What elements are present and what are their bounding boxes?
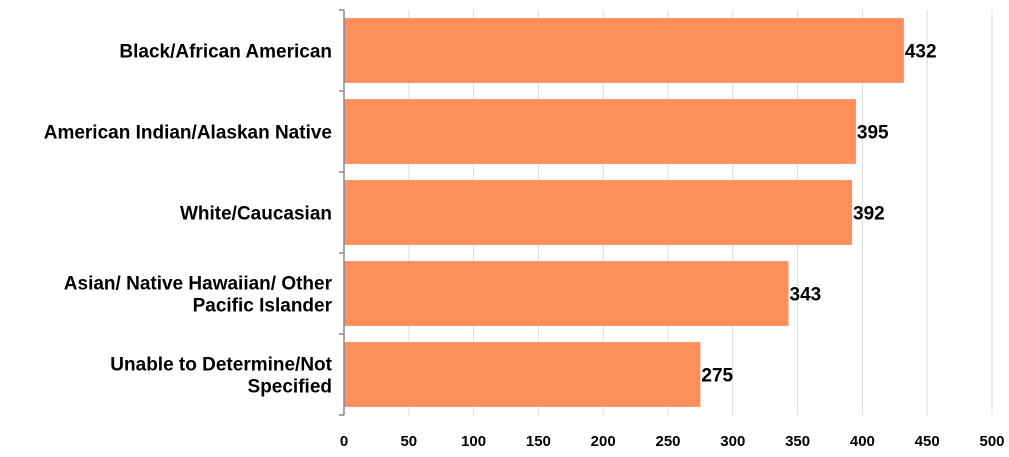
category-label-3: Asian/ Native Hawaiian/ Other Pacific Isl… xyxy=(64,274,333,317)
x-tick-label-5: 250 xyxy=(655,433,680,450)
category-label-4: Unable to Determine/Not Specified xyxy=(110,355,332,398)
data-label-2: 392 xyxy=(853,204,885,225)
data-label-1: 395 xyxy=(857,123,889,144)
x-tick-label-1: 50 xyxy=(400,433,417,450)
category-label-0: Black/African American xyxy=(119,42,332,63)
x-tick-label-9: 450 xyxy=(915,433,940,450)
data-label-0: 432 xyxy=(905,42,937,63)
x-tick-label-4: 200 xyxy=(591,433,616,450)
x-tick-label-0: 0 xyxy=(340,433,348,450)
x-tick-label-6: 300 xyxy=(720,433,745,450)
x-tick-label-10: 500 xyxy=(979,433,1004,450)
bar-0 xyxy=(344,18,904,83)
bar-4 xyxy=(344,342,701,407)
bar-3 xyxy=(344,261,789,326)
data-label-3: 343 xyxy=(790,285,822,306)
category-label-2: White/Caucasian xyxy=(180,204,332,225)
data-label-4: 275 xyxy=(701,366,733,387)
category-label-1: American Indian/Alaskan Native xyxy=(44,123,332,144)
bar-1 xyxy=(344,99,856,164)
x-tick-label-3: 150 xyxy=(526,433,551,450)
x-tick-label-8: 400 xyxy=(850,433,875,450)
bar-2 xyxy=(344,180,853,245)
x-tick-label-2: 100 xyxy=(461,433,486,450)
x-tick-label-7: 350 xyxy=(785,433,810,450)
